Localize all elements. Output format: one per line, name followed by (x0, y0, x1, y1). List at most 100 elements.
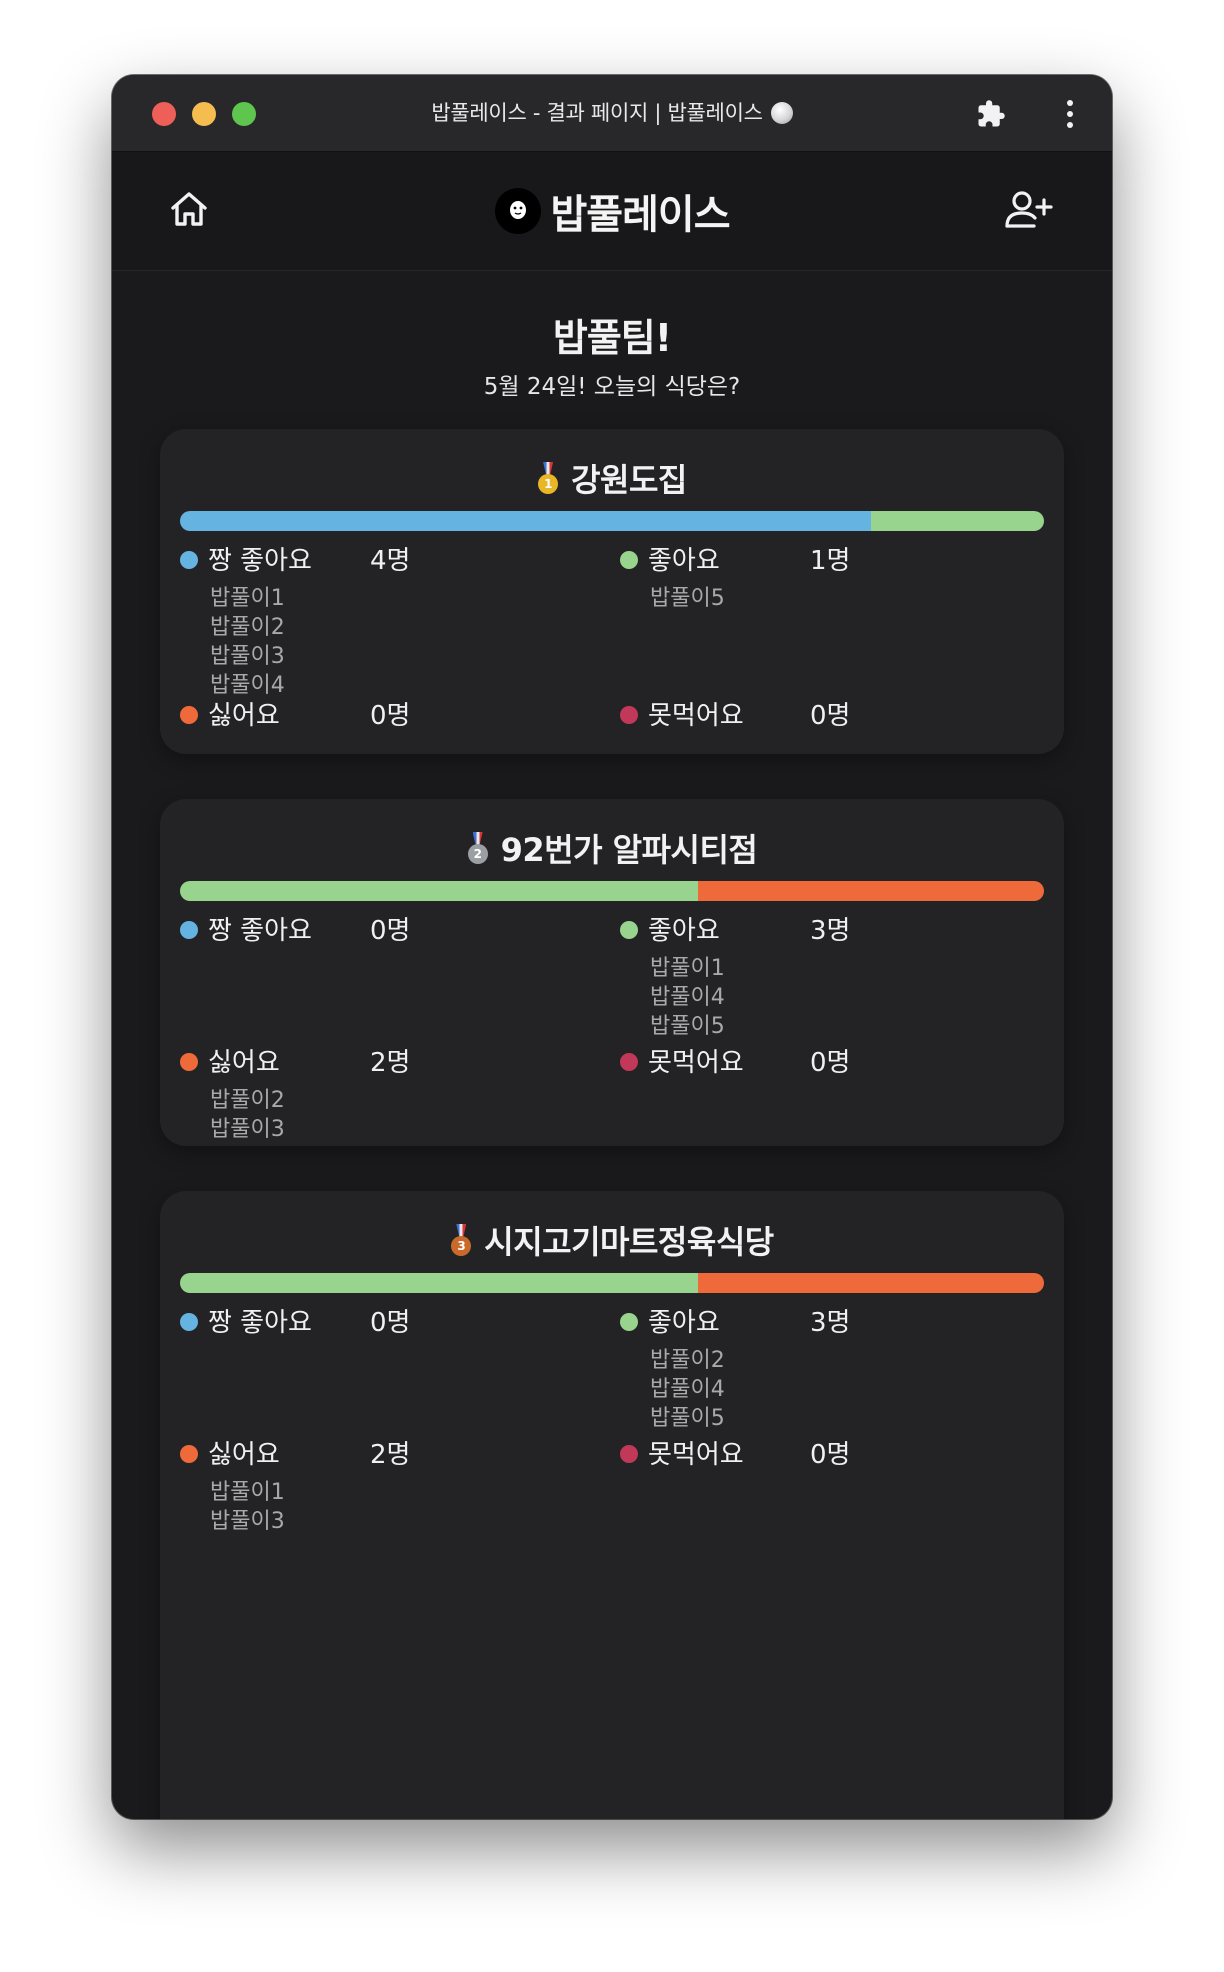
great-dot-icon (180, 1313, 198, 1331)
vote-bar-segment-good (871, 511, 1044, 531)
rice-bowl-icon (770, 102, 793, 124)
restaurant-card: 2 92번가 알파시티점 짱 좋아요 0명 좋아요 3명 밥풀이1 밥풀이4 밥풀이5 싫어… (160, 799, 1064, 1146)
vote-bar-segment-great (180, 511, 872, 531)
home-icon[interactable] (168, 188, 210, 230)
category-header: 좋아요 1명 (620, 540, 1040, 580)
category-label: 못먹어요 (648, 701, 744, 731)
voter-name: 밥풀이1 (650, 956, 725, 981)
voter-name: 밥풀이3 (210, 644, 285, 669)
vote-count: 4명 (370, 546, 411, 576)
category-label: 짱 좋아요 (208, 916, 312, 946)
restaurant-title: 1 강원도집 (160, 455, 1064, 501)
voter-name: 밥풀이3 (210, 1117, 285, 1142)
vote-count: 3명 (810, 1308, 851, 1338)
category-header: 못먹어요 0명 (620, 1042, 1040, 1082)
vote-count: 0명 (810, 1048, 851, 1078)
good-dot-icon (620, 921, 638, 939)
category-header: 못먹어요 0명 (620, 695, 1040, 735)
category-header: 좋아요 3명 (620, 1302, 1040, 1342)
category-header: 짱 좋아요 4명 (180, 540, 600, 580)
window-title-text: 밥풀레이스 - 결과 페이지 | 밥풀레이스 (431, 101, 763, 125)
restaurant-title: 3 시지고기마트정육식당 (160, 1217, 1064, 1263)
great-dot-icon (180, 921, 198, 939)
category-label: 좋아요 (648, 546, 720, 576)
dislike-dot-icon (180, 1053, 198, 1071)
cannot-eat-dot-icon (620, 1053, 638, 1071)
category-header: 좋아요 3명 (620, 910, 1040, 950)
vote-count: 2명 (370, 1048, 411, 1078)
voter-name: 밥풀이1 (210, 1480, 285, 1505)
vote-distribution-bar (180, 1273, 1044, 1293)
category-label: 못먹어요 (648, 1048, 744, 1078)
category-label: 싫어요 (208, 701, 280, 731)
voter-name: 밥풀이1 (210, 586, 285, 611)
vote-bar-segment-good (180, 881, 699, 901)
vote-count: 0명 (370, 1308, 411, 1338)
dislike-dot-icon (180, 1445, 198, 1463)
voter-name: 밥풀이2 (650, 1348, 725, 1373)
category-great: 짱 좋아요 0명 (180, 1302, 600, 1342)
voter-name: 밥풀이4 (650, 985, 725, 1010)
voter-name: 밥풀이4 (650, 1377, 725, 1402)
restaurant-title: 2 92번가 알파시티점 (160, 825, 1064, 871)
restaurant-name: 시지고기마트정육식당 (484, 1223, 774, 1261)
window-titlebar: 밥풀레이스 - 결과 페이지 | 밥풀레이스 (112, 75, 1112, 152)
vote-distribution-bar (180, 511, 1044, 531)
category-dislike: 싫어요 0명 (180, 695, 600, 735)
vote-bar-segment-good (180, 1273, 699, 1293)
voter-name: 밥풀이2 (210, 1088, 285, 1113)
vote-bar-segment-dislike (698, 1273, 1044, 1293)
vote-distribution-bar (180, 881, 1044, 901)
bronze-medal-icon: 3 (450, 1224, 472, 1258)
voter-name: 밥풀이3 (210, 1509, 285, 1534)
category-cannot-eat: 못먹어요 0명 (620, 1434, 1040, 1474)
minimize-window-button[interactable] (192, 102, 216, 126)
team-title: 밥풀팀! (552, 316, 672, 360)
category-label: 짱 좋아요 (208, 546, 312, 576)
restaurant-card: 3 시지고기마트정육식당 짱 좋아요 0명 좋아요 3명 밥풀이2 밥풀이4 밥풀이5 싫어… (160, 1191, 1064, 1819)
category-label: 좋아요 (648, 1308, 720, 1338)
logo-text: 밥풀레이스 (550, 192, 731, 238)
category-label: 좋아요 (648, 916, 720, 946)
add-user-icon[interactable] (1004, 188, 1054, 232)
cannot-eat-dot-icon (620, 706, 638, 724)
puzzle-extension-icon[interactable] (976, 99, 1006, 129)
vote-count: 0명 (370, 916, 411, 946)
zoom-window-button[interactable] (232, 102, 256, 126)
category-label: 싫어요 (208, 1440, 280, 1470)
category-header: 짱 좋아요 0명 (180, 1302, 600, 1342)
cannot-eat-dot-icon (620, 1445, 638, 1463)
vote-count: 1명 (810, 546, 851, 576)
voter-name: 밥풀이5 (650, 586, 725, 611)
category-great: 짱 좋아요 4명 밥풀이1 밥풀이2 밥풀이3 밥풀이4 (180, 540, 600, 700)
category-cannot-eat: 못먹어요 0명 (620, 1042, 1040, 1082)
voter-list: 밥풀이5 (650, 584, 1040, 613)
restaurant-card: 1 강원도집 짱 좋아요 4명 밥풀이1 밥풀이2 밥풀이3 밥풀이4 좋아요 1명 밥풀이5 … (160, 429, 1064, 754)
voter-list: 밥풀이2 밥풀이4 밥풀이5 (650, 1346, 1040, 1433)
category-header: 싫어요 2명 (180, 1042, 600, 1082)
great-dot-icon (180, 551, 198, 569)
voter-list: 밥풀이1 밥풀이4 밥풀이5 (650, 954, 1040, 1041)
app-logo[interactable]: 밥풀레이스 (112, 182, 1112, 240)
vote-count: 0명 (810, 1440, 851, 1470)
voter-list: 밥풀이1 밥풀이2 밥풀이3 밥풀이4 (210, 584, 600, 700)
close-window-button[interactable] (152, 102, 176, 126)
vote-count: 2명 (370, 1440, 411, 1470)
gold-medal-icon: 1 (537, 462, 559, 496)
silver-medal-icon: 2 (467, 832, 489, 866)
category-label: 짱 좋아요 (208, 1308, 312, 1338)
category-good: 좋아요 3명 밥풀이1 밥풀이4 밥풀이5 (620, 910, 1040, 1041)
restaurant-name: 92번가 알파시티점 (500, 831, 758, 869)
category-label: 싫어요 (208, 1048, 280, 1078)
voter-list: 밥풀이2 밥풀이3 (210, 1086, 600, 1144)
more-menu-icon[interactable] (1060, 97, 1080, 131)
logo-icon (494, 188, 541, 234)
category-header: 싫어요 2명 (180, 1434, 600, 1474)
voter-list: 밥풀이1 밥풀이3 (210, 1478, 600, 1536)
date-subtitle: 5월 24일! 오늘의 식당은? (483, 374, 741, 400)
browser-window: 밥풀레이스 - 결과 페이지 | 밥풀레이스 밥풀레이스 (112, 75, 1112, 1819)
voter-name: 밥풀이4 (210, 673, 285, 698)
